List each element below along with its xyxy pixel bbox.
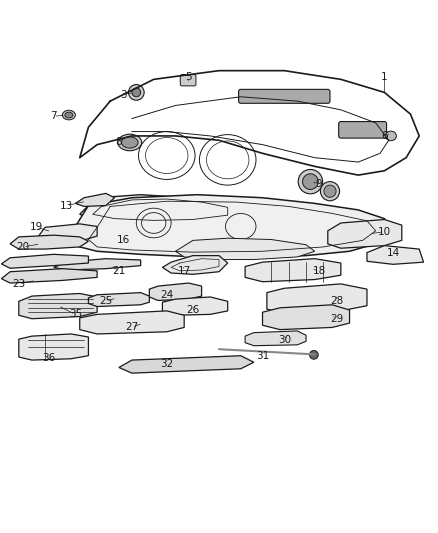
Text: 6: 6 bbox=[381, 131, 388, 141]
Polygon shape bbox=[71, 195, 393, 258]
Text: 17: 17 bbox=[177, 266, 191, 276]
Circle shape bbox=[132, 88, 141, 97]
Circle shape bbox=[298, 169, 322, 194]
Text: 32: 32 bbox=[160, 359, 173, 369]
Circle shape bbox=[310, 351, 318, 359]
Polygon shape bbox=[36, 224, 97, 244]
Text: 13: 13 bbox=[60, 200, 73, 211]
Polygon shape bbox=[162, 297, 228, 315]
FancyBboxPatch shape bbox=[239, 90, 330, 103]
Ellipse shape bbox=[385, 131, 396, 141]
Text: 28: 28 bbox=[330, 296, 343, 306]
Text: 29: 29 bbox=[330, 314, 343, 324]
Ellipse shape bbox=[62, 110, 75, 120]
Text: 7: 7 bbox=[50, 111, 57, 122]
Text: 19: 19 bbox=[30, 222, 43, 232]
FancyBboxPatch shape bbox=[339, 122, 387, 138]
Polygon shape bbox=[245, 259, 341, 282]
Polygon shape bbox=[328, 220, 402, 248]
Polygon shape bbox=[245, 331, 306, 346]
Text: 24: 24 bbox=[160, 290, 173, 300]
Polygon shape bbox=[119, 356, 254, 373]
Ellipse shape bbox=[121, 137, 138, 148]
Polygon shape bbox=[1, 269, 97, 283]
Polygon shape bbox=[80, 311, 184, 334]
Polygon shape bbox=[19, 334, 88, 360]
Text: 5: 5 bbox=[185, 72, 192, 82]
Polygon shape bbox=[149, 283, 201, 301]
Polygon shape bbox=[162, 256, 228, 274]
Polygon shape bbox=[80, 195, 254, 225]
Circle shape bbox=[321, 182, 339, 201]
Text: 10: 10 bbox=[378, 227, 391, 237]
Polygon shape bbox=[19, 294, 97, 319]
Text: 1: 1 bbox=[381, 72, 388, 82]
Polygon shape bbox=[367, 246, 424, 264]
Polygon shape bbox=[176, 238, 315, 260]
Text: 20: 20 bbox=[17, 242, 30, 252]
Text: 14: 14 bbox=[386, 248, 400, 259]
Text: 26: 26 bbox=[186, 305, 200, 315]
Circle shape bbox=[128, 85, 144, 100]
Circle shape bbox=[303, 174, 318, 189]
Polygon shape bbox=[75, 193, 115, 206]
Text: 21: 21 bbox=[112, 266, 126, 276]
Polygon shape bbox=[53, 259, 141, 270]
Text: 8: 8 bbox=[116, 138, 122, 148]
Circle shape bbox=[324, 185, 336, 197]
Text: 27: 27 bbox=[125, 322, 138, 333]
Polygon shape bbox=[10, 235, 88, 249]
Text: 30: 30 bbox=[278, 335, 291, 345]
FancyBboxPatch shape bbox=[180, 75, 196, 86]
Polygon shape bbox=[1, 254, 88, 268]
Ellipse shape bbox=[65, 112, 73, 118]
Text: 16: 16 bbox=[117, 236, 130, 245]
Ellipse shape bbox=[118, 134, 142, 151]
Text: 18: 18 bbox=[312, 266, 326, 276]
Text: 35: 35 bbox=[69, 309, 82, 319]
Text: 36: 36 bbox=[42, 353, 56, 363]
Polygon shape bbox=[88, 293, 149, 306]
Text: 9: 9 bbox=[316, 179, 322, 189]
Polygon shape bbox=[267, 284, 367, 313]
Text: 23: 23 bbox=[12, 279, 25, 289]
Polygon shape bbox=[262, 305, 350, 329]
Text: 3: 3 bbox=[120, 90, 127, 100]
Text: 31: 31 bbox=[256, 351, 269, 361]
Text: 25: 25 bbox=[99, 296, 113, 306]
